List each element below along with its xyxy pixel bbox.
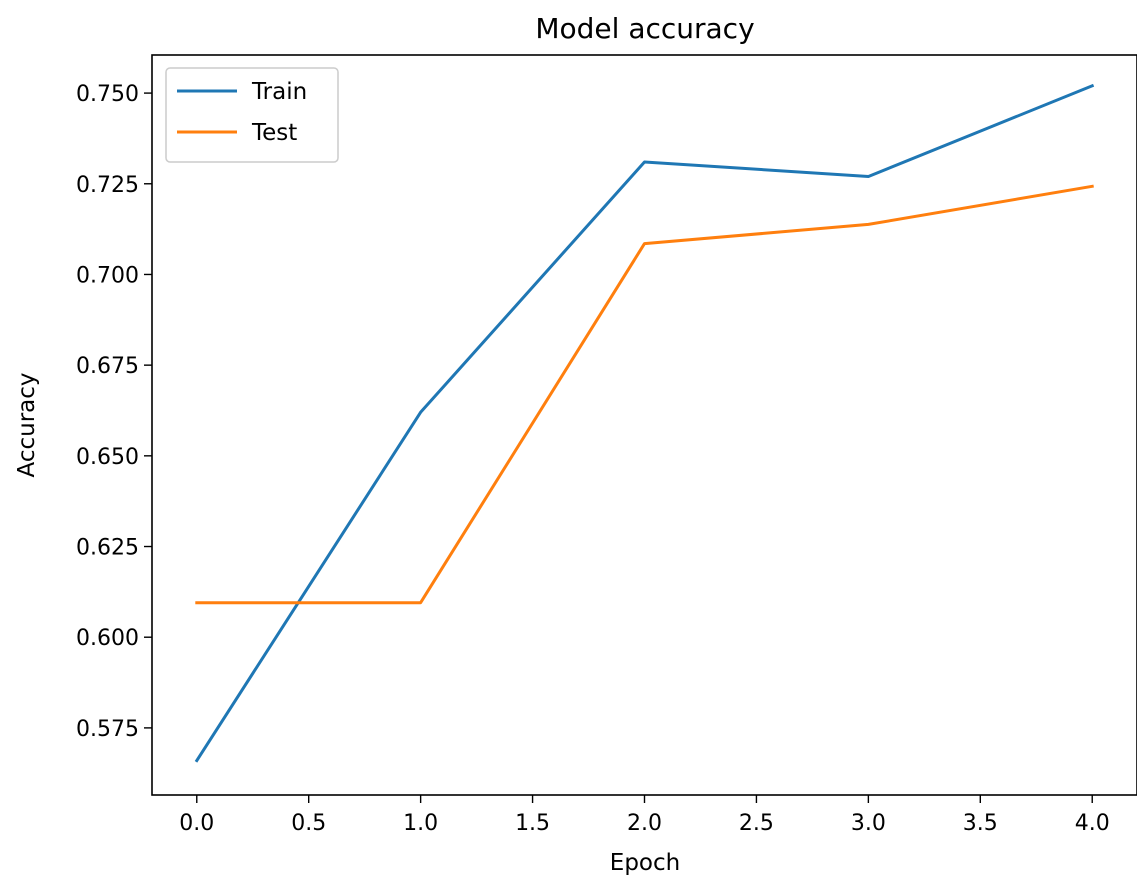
plot-area	[151, 54, 1137, 796]
x-tick-label: 0.0	[179, 811, 214, 836]
y-tick-label: 0.675	[76, 354, 139, 379]
y-tick-label: 0.725	[76, 173, 139, 198]
series-line-test	[195, 184, 1094, 605]
legend-label-test: Test	[251, 120, 297, 146]
x-tick-label: 3.0	[851, 811, 886, 836]
y-tick-label: 0.575	[76, 717, 139, 742]
series-line-train	[194, 83, 1095, 763]
y-tick-label: 0.750	[76, 82, 139, 107]
x-tick-label: 3.5	[963, 811, 998, 836]
x-axis-ticks: 0.0 0.5 1.0 1.5 2.0 2.5 3.0 3.5 4.0	[179, 795, 1110, 836]
y-tick-label: 0.650	[76, 445, 139, 470]
x-tick-label: 2.0	[627, 811, 662, 836]
legend-label-train: Train	[251, 79, 307, 105]
y-tick-label: 0.625	[76, 536, 139, 561]
legend: Train Test	[165, 67, 339, 163]
x-axis-label: Epoch	[610, 850, 680, 876]
x-tick-label: 4.0	[1075, 811, 1110, 836]
x-tick-label: 1.0	[403, 811, 438, 836]
x-tick-label: 0.5	[291, 811, 326, 836]
y-axis-ticks: 0.575 0.600 0.625 0.650 0.675 0.700 0.725 0.750	[76, 82, 152, 742]
y-tick-label: 0.600	[76, 626, 139, 651]
chart-title: Model accuracy	[535, 12, 754, 45]
x-tick-label: 2.5	[739, 811, 774, 836]
series-layer	[194, 83, 1095, 763]
y-axis-label: Accuracy	[14, 372, 40, 477]
plot-frame	[151, 54, 1137, 796]
x-tick-label: 1.5	[515, 811, 550, 836]
y-tick-label: 0.700	[76, 263, 139, 288]
